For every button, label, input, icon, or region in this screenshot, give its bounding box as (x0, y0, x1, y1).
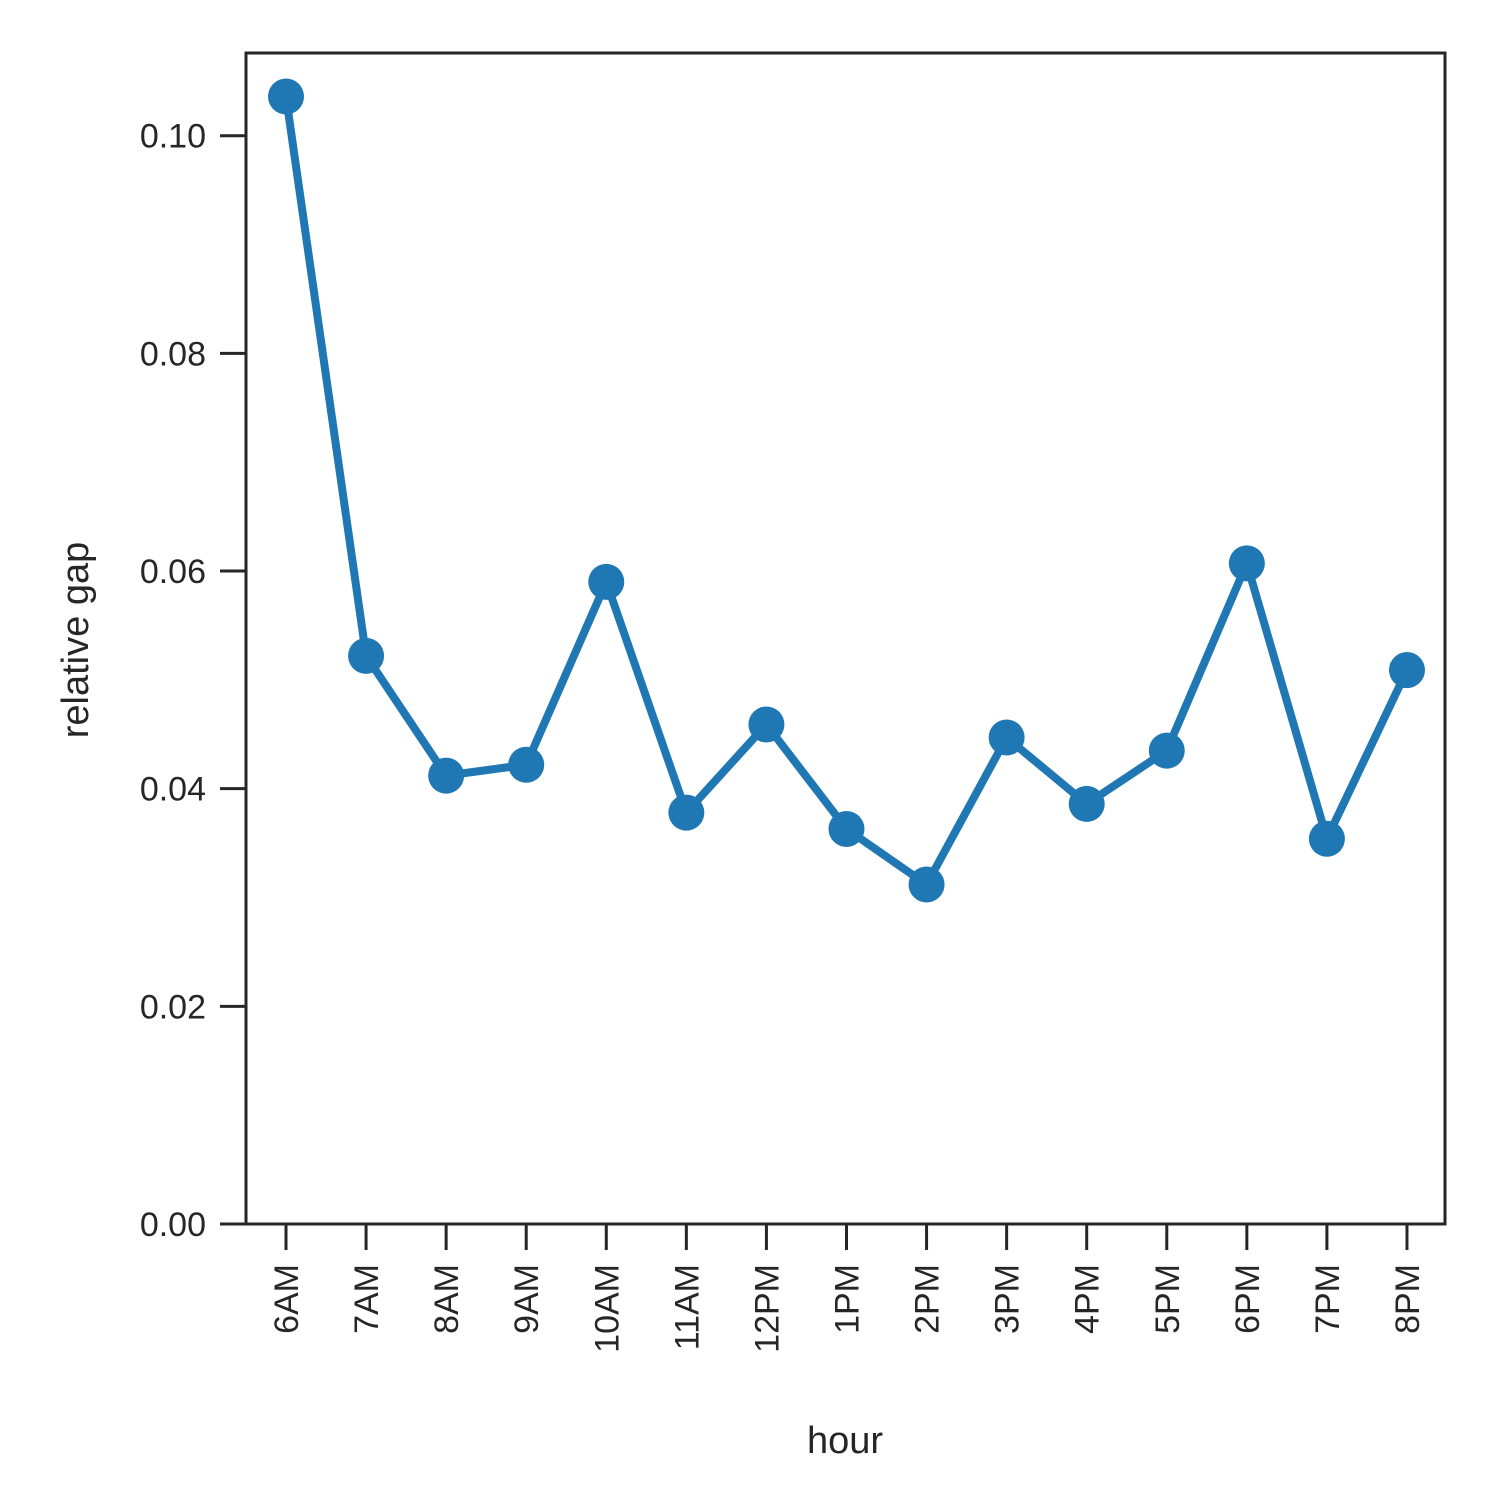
x-tick-label: 6AM (268, 1264, 306, 1334)
data-point (428, 757, 465, 794)
x-tick-label: 1PM (828, 1264, 866, 1334)
x-tick-label: 2PM (909, 1264, 947, 1334)
x-tick-label: 11AM (668, 1264, 706, 1350)
x-tick-label: 10AM (588, 1264, 626, 1353)
y-tick-label: 0.02 (140, 988, 206, 1026)
plot-frame (244, 51, 1447, 1226)
y-tick-label: 0.08 (140, 335, 206, 373)
x-axis-label: hour (807, 1420, 883, 1462)
y-tick-label: 0.10 (140, 118, 206, 156)
data-point (348, 637, 385, 674)
data-point (508, 746, 545, 783)
x-tick-label: 3PM (989, 1264, 1027, 1334)
y-tick-label: 0.00 (140, 1206, 206, 1244)
y-tick-label: 0.04 (140, 771, 206, 809)
data-point (748, 706, 785, 743)
y-axis: 0.00 0.02 0.04 0.06 0.08 0.10 (140, 118, 246, 1244)
data-point (1068, 785, 1105, 822)
data-point (1308, 820, 1345, 857)
data-point (1228, 545, 1265, 582)
x-axis: 6AM 7AM 8AM 9AM 10AM 11AM 12PM 1PM 2PM 3PM 4PM 5PM 6… (268, 1224, 1427, 1353)
data-point (1148, 732, 1185, 769)
data-point (588, 563, 625, 600)
y-axis-label: relative gap (55, 542, 97, 738)
x-tick-label: 12PM (748, 1264, 786, 1353)
data-point (828, 810, 865, 847)
x-tick-label: 5PM (1149, 1264, 1187, 1334)
x-tick-label: 7AM (348, 1264, 386, 1334)
data-point (668, 794, 705, 831)
series-layer (268, 78, 1425, 903)
data-point (988, 719, 1025, 756)
data-point (268, 78, 304, 115)
data-point (1388, 652, 1425, 689)
x-tick-label: 8PM (1389, 1264, 1427, 1334)
x-tick-label: 6PM (1229, 1264, 1267, 1334)
x-tick-label: 9AM (508, 1264, 546, 1334)
x-tick-label: 8AM (428, 1264, 466, 1334)
x-tick-label: 7PM (1309, 1264, 1347, 1334)
data-point (908, 866, 945, 903)
y-tick-label: 0.06 (140, 553, 206, 591)
x-tick-label: 4PM (1069, 1264, 1107, 1334)
